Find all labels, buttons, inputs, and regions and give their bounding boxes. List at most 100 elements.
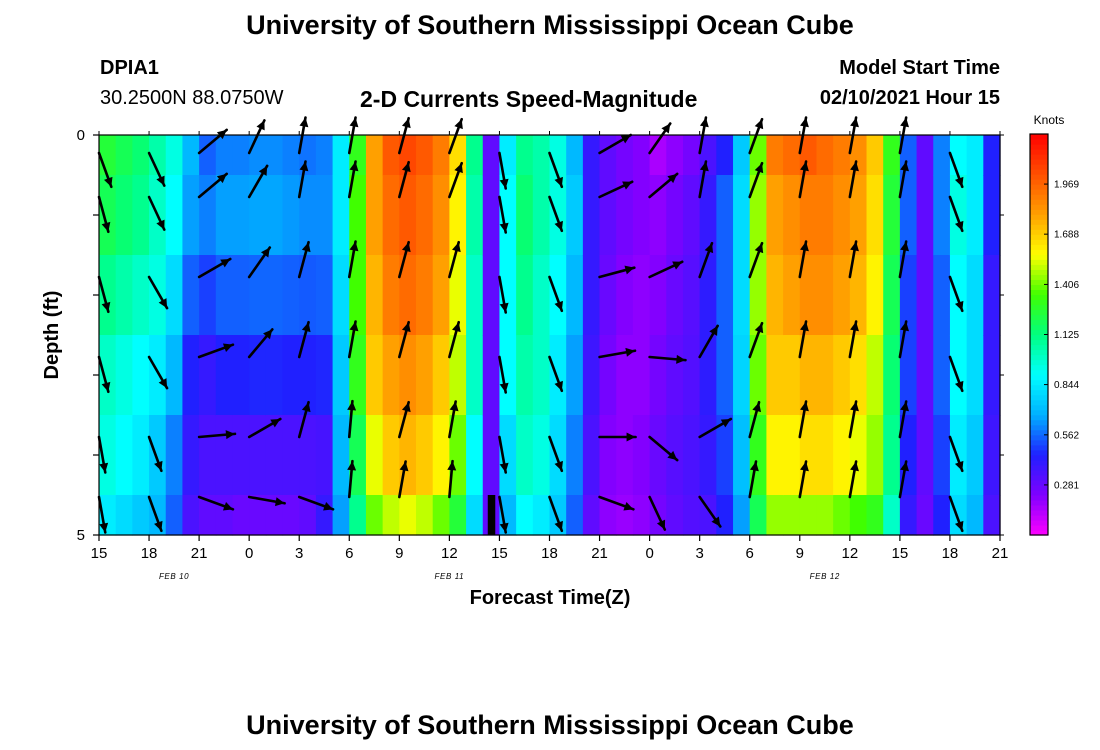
- heatmap-cell: [215, 255, 234, 336]
- heatmap-cell: [282, 415, 300, 496]
- current-arrow: [398, 400, 411, 439]
- heatmap-cell: [399, 175, 417, 256]
- heatmap-cell: [749, 335, 768, 416]
- colorbar-segment: [1030, 489, 1048, 496]
- colorbar-segment: [1030, 314, 1048, 321]
- colorbar-segment: [1030, 514, 1048, 521]
- current-arrow: [648, 435, 679, 462]
- colorbar-segment: [1030, 299, 1048, 306]
- heatmap-cell: [466, 175, 484, 256]
- colorbar: Knots 1.969 1.688 1.406 1.125 0.844 0.562 0.281: [1029, 113, 1079, 536]
- heatmap-cell: [332, 135, 350, 176]
- heatmap-cell: [232, 335, 250, 416]
- colorbar-segment: [1030, 274, 1048, 280]
- heatmap-cell: [532, 495, 551, 536]
- heatmap-cell: [482, 135, 501, 176]
- current-arrow: [598, 347, 637, 359]
- heatmap-cell: [382, 255, 400, 336]
- colorbar-segment: [1030, 374, 1048, 381]
- colorbar-segment: [1030, 139, 1048, 145]
- heatmap-cell: [849, 255, 868, 336]
- heatmap-cell: [849, 175, 868, 256]
- heatmap-cell: [566, 135, 584, 176]
- colorbar-segment: [1030, 134, 1048, 140]
- heatmap-cell: [499, 135, 517, 176]
- heatmap-cell: [632, 335, 651, 416]
- heatmap-cell: [816, 335, 834, 416]
- heatmap-cell: [365, 335, 384, 416]
- heatmap-cell: [315, 335, 334, 416]
- heatmap-cell: [516, 175, 534, 256]
- heatmap-cell: [549, 415, 567, 496]
- heatmap-cell: [332, 495, 350, 536]
- heatmap-cell: [966, 175, 984, 256]
- current-arrow: [598, 180, 634, 199]
- heatmap-cell: [282, 495, 300, 536]
- heatmap-cell: [883, 255, 901, 336]
- heatmap-cell: [833, 135, 851, 176]
- colorbar-segment: [1030, 459, 1048, 466]
- current-arrow: [848, 240, 859, 279]
- x-tick-label: 18: [541, 545, 558, 562]
- heatmap-cell: [599, 495, 617, 536]
- station-id: DPIA1: [100, 57, 159, 79]
- heatmap-cell: [249, 335, 267, 416]
- page-title-bottom: University of Southern Mississippi Ocean…: [246, 710, 854, 740]
- heatmap-cell: [416, 495, 434, 536]
- heatmap-cell: [766, 255, 784, 336]
- heatmap-cell: [432, 495, 450, 536]
- colorbar-segment: [1030, 419, 1048, 426]
- x-tick-label: 18: [942, 545, 959, 562]
- colorbar-segment: [1030, 174, 1048, 180]
- heatmap-cell: [616, 175, 634, 256]
- heatmap-cell: [949, 415, 968, 496]
- heatmap-cell: [899, 335, 918, 416]
- heatmap-cell: [599, 135, 617, 176]
- heatmap-cell: [499, 255, 517, 336]
- current-arrow: [347, 160, 359, 199]
- heatmap-cell: [933, 175, 951, 256]
- heatmap-cell: [616, 495, 634, 536]
- colorbar-segment: [1030, 434, 1048, 441]
- current-arrow: [648, 354, 687, 364]
- current-arrow: [147, 435, 163, 473]
- y-tick-label: 5: [77, 527, 85, 544]
- page-title-top: University of Southern Mississippi Ocean…: [246, 10, 854, 40]
- heatmap-cell: [866, 135, 884, 176]
- colorbar-segment: [1030, 184, 1048, 190]
- heatmap-cell: [365, 175, 384, 256]
- heatmap-cell: [916, 335, 934, 416]
- current-arrow: [498, 275, 509, 314]
- heatmap-cell: [766, 495, 784, 536]
- colorbar-segment: [1030, 339, 1048, 346]
- current-arrow: [97, 495, 109, 534]
- heatmap-cell: [783, 495, 801, 536]
- heatmap-cell: [833, 255, 851, 336]
- current-arrow: [147, 195, 166, 231]
- heatmap-cell: [749, 135, 768, 176]
- colorbar-segment: [1030, 369, 1048, 376]
- heatmap-cell: [265, 495, 284, 536]
- colorbar-tick-label: 1.688: [1054, 230, 1079, 241]
- heatmap-cell: [265, 415, 284, 496]
- current-arrow: [798, 460, 809, 499]
- heatmap-cell: [616, 335, 634, 416]
- heatmap-cell: [165, 415, 184, 496]
- current-arrow: [548, 355, 564, 393]
- colorbar-segment: [1030, 389, 1048, 396]
- heatmap-cell: [966, 255, 984, 336]
- heatmap-cell: [649, 415, 667, 496]
- heatmap-cell: [382, 415, 400, 496]
- x-tick-label: 0: [645, 545, 653, 562]
- heatmap-cell: [966, 415, 984, 496]
- colorbar-segment: [1030, 214, 1048, 220]
- colorbar-segment: [1030, 259, 1048, 265]
- heatmap-cell: [299, 495, 317, 536]
- heatmap-cell: [849, 495, 868, 536]
- heatmap-cell: [566, 175, 584, 256]
- current-arrow: [297, 320, 311, 359]
- colorbar-segment: [1030, 479, 1048, 486]
- current-arrow: [498, 195, 509, 234]
- model-start-label: Model Start Time: [839, 57, 1000, 79]
- current-arrow: [398, 320, 411, 359]
